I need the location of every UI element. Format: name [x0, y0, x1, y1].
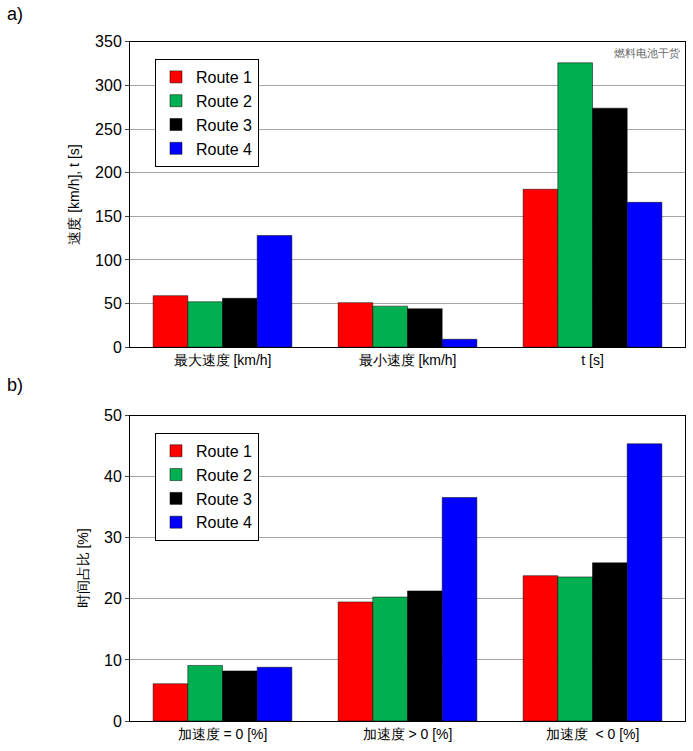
svg-text:150: 150 — [95, 208, 122, 225]
svg-text:t [s]: t [s] — [581, 352, 604, 368]
svg-text:时间占比 [%]: 时间占比 [%] — [75, 528, 91, 608]
svg-text:0: 0 — [113, 339, 122, 356]
svg-text:100: 100 — [95, 252, 122, 269]
svg-text:最大速度 [km/h]: 最大速度 [km/h] — [173, 352, 271, 368]
svg-text:Route 1: Route 1 — [196, 443, 252, 460]
svg-text:b): b) — [7, 375, 23, 395]
svg-text:300: 300 — [95, 77, 122, 94]
svg-text:Route 3: Route 3 — [196, 491, 252, 508]
svg-text:加速度 = 0 [%]: 加速度 = 0 [%] — [178, 726, 268, 742]
svg-text:0: 0 — [113, 713, 122, 730]
svg-text:Route 3: Route 3 — [196, 117, 252, 134]
svg-text:10: 10 — [104, 652, 122, 669]
svg-text:30: 30 — [104, 529, 122, 546]
svg-text:a): a) — [7, 4, 23, 24]
svg-text:350: 350 — [95, 33, 122, 50]
svg-text:40: 40 — [104, 468, 122, 485]
svg-text:200: 200 — [95, 164, 122, 181]
svg-text:加速度 < 0 [%]: 加速度 < 0 [%] — [546, 726, 640, 742]
svg-text:加速度 > 0 [%]: 加速度 > 0 [%] — [363, 726, 453, 742]
svg-text:50: 50 — [104, 407, 122, 424]
svg-text:20: 20 — [104, 590, 122, 607]
svg-text:250: 250 — [95, 121, 122, 138]
svg-text:Route 1: Route 1 — [196, 69, 252, 86]
svg-text:最小速度 [km/h]: 最小速度 [km/h] — [358, 352, 456, 368]
svg-text:Route 4: Route 4 — [196, 141, 252, 158]
svg-text:速度 [km/h], t [s]: 速度 [km/h], t [s] — [66, 144, 82, 244]
svg-text:燃料电池干货: 燃料电池干货 — [614, 47, 680, 59]
svg-text:Route 2: Route 2 — [196, 467, 252, 484]
svg-text:Route 4: Route 4 — [196, 514, 252, 531]
svg-text:50: 50 — [104, 295, 122, 312]
svg-text:Route 2: Route 2 — [196, 93, 252, 110]
